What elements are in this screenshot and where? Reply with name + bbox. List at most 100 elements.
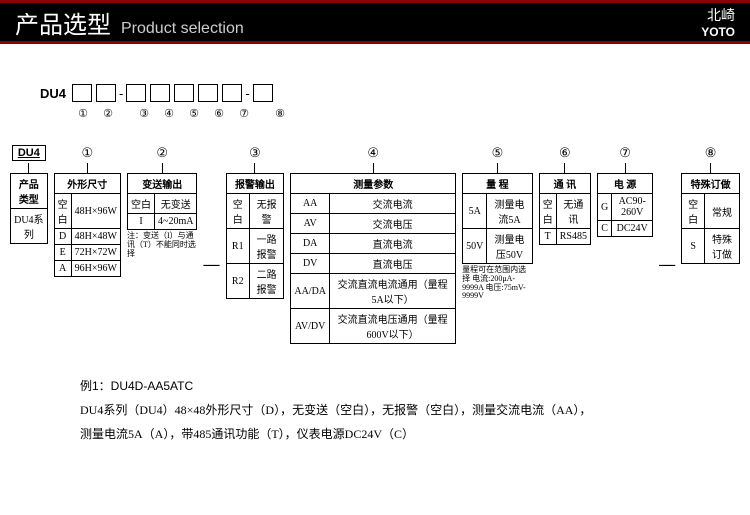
table-row: 空白48H×96W: [54, 194, 120, 229]
group-label: DU4: [12, 145, 46, 161]
circ-6: ⑥: [208, 107, 230, 120]
table-row: DV直流电压: [291, 254, 456, 274]
header-bar: 产品选型 Product selection 北崎 YOTO: [0, 0, 750, 44]
circ-4: ④: [158, 107, 180, 120]
table-row: GAC90-260V: [597, 194, 652, 221]
title-en: Product selection: [121, 20, 244, 38]
table-cell: AA/DA: [291, 274, 330, 309]
table-row: A96H×96W: [54, 261, 120, 277]
brand-en: YOTO: [701, 25, 735, 39]
table-row: DU4系列: [11, 209, 48, 244]
table-row: CDC24V: [597, 221, 652, 237]
group-label: ③: [249, 145, 261, 161]
table-group: ③报警输出空白无报警R1一路报警R2二路报警: [226, 145, 285, 299]
table-cell: 交流直流电流通用（量程 5A以下）: [330, 274, 456, 309]
table-group: DU4 产品类型DU4系列: [10, 145, 48, 244]
table-cell: 无通讯: [556, 194, 590, 229]
model-box: [96, 84, 116, 102]
table-group: ② 变送输出空白无变送I4~20mA注：变送（I）与通讯（T）不能同时选择: [127, 145, 198, 258]
table-header: 产品类型: [11, 174, 48, 209]
option-table: 量 程5A测量电流5A50V测量电压50V: [462, 173, 533, 264]
table-cell: 5A: [463, 194, 487, 229]
table-cell: DV: [291, 254, 330, 274]
table-group: ⑧ 特殊订做空白常规S特殊订做: [681, 145, 740, 264]
title-cn: 产品选型: [15, 5, 111, 40]
circled-row: ① ② ③ ④ ⑤ ⑥ ⑦ ⑧: [72, 107, 740, 120]
option-table: 变送输出空白无变送I4~20mA: [127, 173, 197, 230]
example-line2: DU4系列（DU4）48×48外形尺寸（D），无变送（空白），无报警（空白），测…: [80, 398, 740, 422]
table-cell: C: [597, 221, 611, 237]
table-cell: 交流直流电压通用（量程 600V以下）: [330, 309, 456, 344]
option-table: 外形尺寸空白48H×96WD48H×48WE72H×72WA96H×96W: [54, 173, 121, 277]
circ-7: ⑦: [233, 107, 255, 120]
table-cell: 空白: [226, 194, 249, 229]
model-box: [72, 84, 92, 102]
option-table: 通 讯空白无通讯TRS485: [539, 173, 591, 245]
brand-cn: 北崎: [701, 5, 735, 25]
table-cell: E: [54, 245, 71, 261]
table-row: R2二路报警: [226, 264, 284, 299]
table-group: ⑦ 电 源GAC90-260VCDC24V: [597, 145, 653, 237]
table-row: 空白无变送: [128, 194, 197, 214]
table-header: 报警输出: [226, 174, 284, 194]
table-cell: AV/DV: [291, 309, 330, 344]
brand: 北崎 YOTO: [701, 5, 735, 39]
group-label: ⑧: [705, 145, 717, 161]
dash-separator: —: [204, 256, 220, 274]
table-group: ⑥通 讯空白无通讯TRS485: [539, 145, 591, 245]
table-row: S特殊订做: [682, 229, 740, 264]
option-table: 特殊订做空白常规S特殊订做: [681, 173, 740, 264]
table-cell: AC90-260V: [612, 194, 653, 221]
table-row: D48H×48W: [54, 229, 120, 245]
tables-area: DU4产品类型DU4系列①外形尺寸空白48H×96WD48H×48WE72H×7…: [10, 145, 740, 344]
table-cell: AA: [291, 194, 330, 214]
model-box: [253, 84, 273, 102]
table-cell: A: [54, 261, 71, 277]
table-cell: 无报警: [250, 194, 284, 229]
table-row: 5A测量电流5A: [463, 194, 533, 229]
circ-5: ⑤: [183, 107, 205, 120]
table-row: AA交流电流: [291, 194, 456, 214]
model-prefix: DU4: [40, 86, 66, 101]
model-box: [222, 84, 242, 102]
table-row: AA/DA交流直流电流通用（量程 5A以下）: [291, 274, 456, 309]
group-label: ⑦: [619, 145, 631, 161]
table-cell: 无变送: [155, 194, 197, 214]
table-cell: 空白: [539, 194, 556, 229]
table-note: 注：变送（I）与通讯（T）不能同时选择: [127, 232, 198, 258]
table-header: 量 程: [463, 174, 533, 194]
group-label: ②: [156, 145, 168, 161]
example-line3: 测量电流5A（A），带485通讯功能（T），仪表电源DC24V（C）: [80, 422, 740, 446]
table-cell: R1: [226, 229, 249, 264]
group-label: ⑤: [492, 145, 504, 161]
circ-3: ③: [133, 107, 155, 120]
circ-2: ②: [97, 107, 119, 120]
table-cell: 特殊订做: [705, 229, 740, 264]
table-cell: 直流电压: [330, 254, 456, 274]
table-row: E72H×72W: [54, 245, 120, 261]
model-box: [198, 84, 218, 102]
circ-8: ⑧: [269, 107, 291, 120]
table-row: DA直流电流: [291, 234, 456, 254]
table-cell: AV: [291, 214, 330, 234]
group-label: ④: [367, 145, 379, 161]
model-box: [126, 84, 146, 102]
table-row: 50V测量电压50V: [463, 229, 533, 264]
header-left: 产品选型 Product selection: [15, 5, 244, 40]
table-cell: 72H×72W: [71, 245, 120, 261]
option-table: 电 源GAC90-260VCDC24V: [597, 173, 653, 237]
table-cell: 50V: [463, 229, 487, 264]
table-cell: DU4系列: [11, 209, 48, 244]
model-box: [150, 84, 170, 102]
table-cell: 96H×96W: [71, 261, 120, 277]
table-note: 量程可在范围内选择 电流:200μA-9999A 电压:75mV-9999V: [462, 266, 533, 301]
table-cell: T: [539, 229, 556, 245]
example-line1: 例1：DU4D-AA5ATC: [80, 374, 740, 398]
connector-line: [710, 163, 711, 173]
table-cell: S: [682, 229, 705, 264]
table-cell: DA: [291, 234, 330, 254]
dash: -: [119, 86, 123, 101]
table-cell: D: [54, 229, 71, 245]
table-cell: 常规: [705, 194, 740, 229]
table-header: 电 源: [597, 174, 652, 194]
